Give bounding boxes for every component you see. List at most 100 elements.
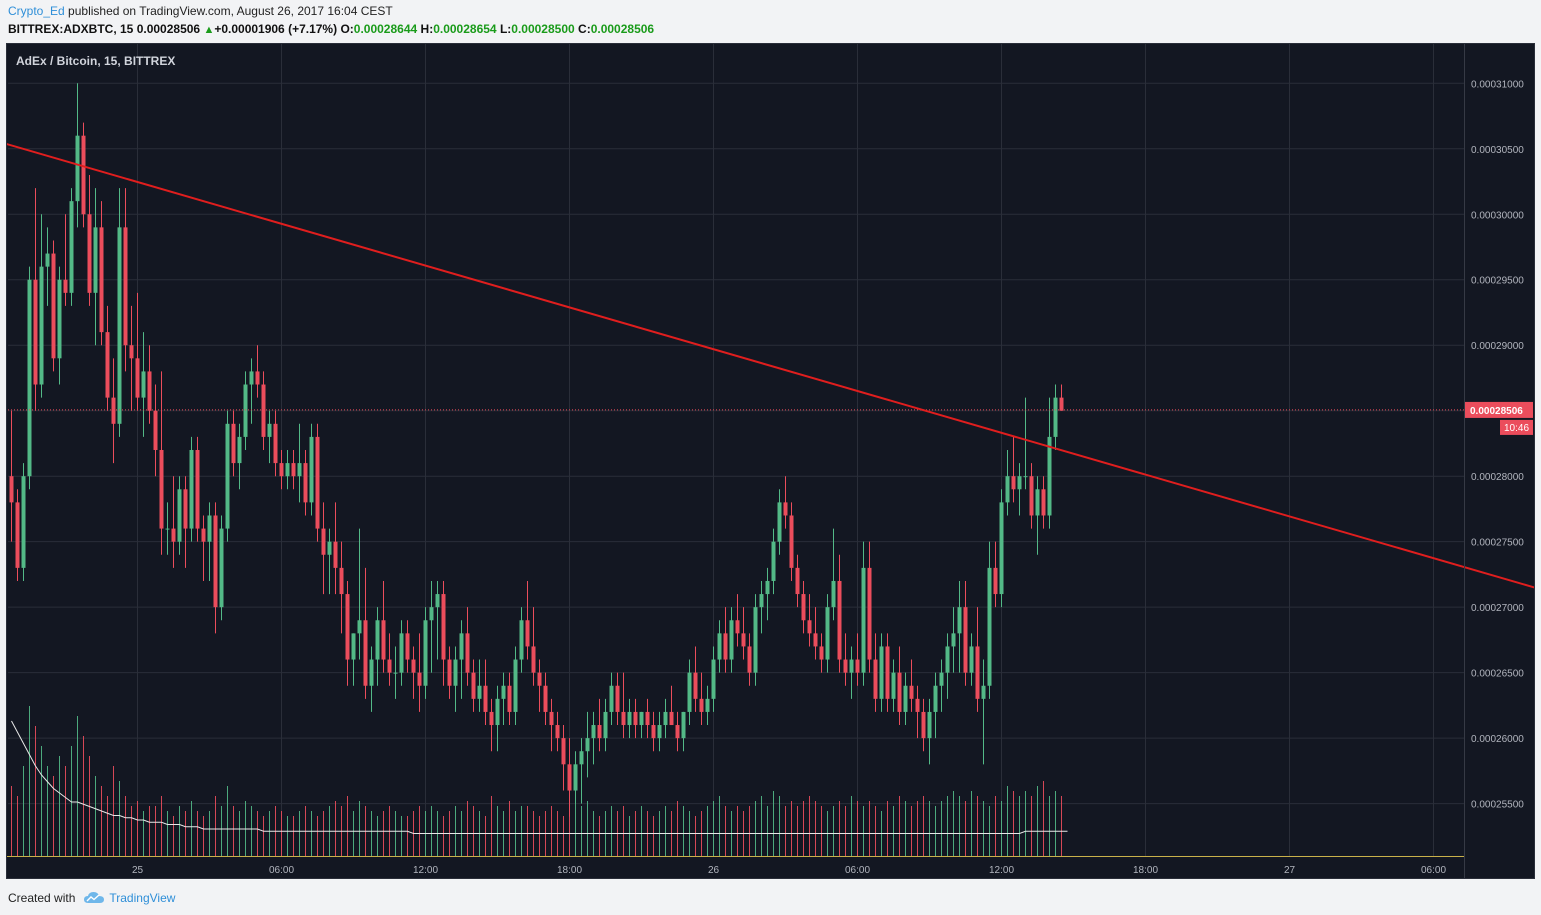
candle [699, 672, 704, 726]
candle-body [147, 371, 152, 411]
candle-body [735, 620, 740, 634]
candle [21, 463, 26, 581]
candle [561, 725, 566, 791]
candle-body [1011, 476, 1016, 490]
volume-bar [797, 806, 798, 856]
volume-bar [137, 801, 138, 856]
volume-bar [857, 801, 858, 856]
candle [27, 266, 32, 490]
volume-bar [149, 806, 150, 856]
y-tick-label: 0.00031000 [1471, 79, 1524, 90]
y-tick-label: 0.00028000 [1471, 472, 1524, 483]
candle [147, 345, 152, 424]
candle [369, 646, 374, 712]
candle [669, 685, 674, 726]
candle [315, 423, 320, 542]
volume-bar [989, 806, 990, 856]
candle [939, 659, 944, 712]
up-triangle-icon: ▲ [203, 24, 215, 36]
volume-bar [629, 816, 630, 856]
candle [897, 646, 902, 726]
volume-bars [11, 706, 1068, 856]
volume-bar [161, 796, 162, 856]
author-link[interactable]: Crypto_Ed [8, 4, 65, 18]
volume-bar [257, 811, 258, 856]
candle-body [543, 685, 548, 712]
chart-pane[interactable]: 0.00031000 0.00030500 0.00030000 0.00029500… [6, 43, 1535, 879]
volume-bar [347, 796, 348, 856]
volume-bar [1049, 796, 1050, 856]
candle-body [381, 620, 386, 660]
last-price-tag [1465, 401, 1533, 418]
candle [1023, 397, 1028, 490]
volume-bar [875, 806, 876, 856]
candle [45, 227, 50, 306]
open-value: 0.00028644 [353, 22, 418, 36]
y-tick-label: 0.00029500 [1471, 276, 1524, 287]
candle [675, 711, 680, 752]
candle [495, 685, 500, 752]
candle-body [663, 711, 668, 726]
candle [783, 476, 788, 529]
candle-body [795, 567, 800, 595]
volume-bar [227, 786, 228, 856]
candles[interactable] [9, 83, 1064, 817]
candle-body [699, 698, 704, 712]
volume-bar [935, 806, 936, 856]
candle [447, 646, 452, 699]
volume-bar [917, 801, 918, 856]
candle-body [885, 646, 890, 699]
candle [729, 607, 734, 673]
tradingview-cloud-icon[interactable] [83, 891, 105, 905]
candle-body [591, 725, 596, 739]
candle [93, 188, 98, 346]
candle-body [417, 672, 422, 686]
candle-body [165, 528, 170, 530]
candle-body [1047, 436, 1052, 516]
y-tick-label: 0.00030000 [1471, 210, 1524, 221]
candle-body [141, 371, 146, 398]
candle-body [483, 685, 488, 712]
ohlc-legend: BITTREX:ADXBTC, 15 0.00028506 ▲+0.000019… [8, 22, 654, 38]
volume-bar [509, 801, 510, 856]
candle [1041, 476, 1046, 529]
volume-bar [197, 811, 198, 856]
candle [33, 188, 38, 411]
volume-bar [293, 816, 294, 856]
candle [759, 580, 764, 634]
volume-bar [653, 816, 654, 856]
tradingview-link[interactable]: TradingView [109, 891, 176, 905]
candle-body [153, 410, 158, 450]
candle-body [717, 633, 722, 660]
price-axis[interactable]: 0.00031000 0.00030500 0.00030000 0.00029500… [7, 44, 1533, 878]
volume-bar [287, 816, 288, 856]
volume-bar [1043, 781, 1044, 856]
volume-bar [431, 806, 432, 856]
candle-body [369, 659, 374, 686]
time-axis[interactable]: 25 06:00 12:00 18:00 26 06:00 12:00 18:00 27 06:0… [132, 865, 1447, 876]
candle [273, 410, 278, 477]
price-chart[interactable]: 0.00031000 0.00030500 0.00030000 0.00029500… [7, 44, 1534, 878]
candle [117, 188, 122, 437]
candle [459, 620, 464, 699]
volume-bar [1061, 796, 1062, 856]
candle [1011, 436, 1016, 503]
candle-body [177, 489, 182, 542]
candle-body [825, 607, 830, 660]
candle [429, 580, 434, 673]
candle [15, 489, 20, 581]
volume-bar [203, 816, 204, 856]
candle [579, 738, 584, 804]
volume-bar [779, 796, 780, 856]
candle-body [741, 633, 746, 647]
volume-bar [809, 796, 810, 856]
candle [57, 266, 62, 385]
candle-body [435, 594, 440, 608]
volume-bar [665, 806, 666, 856]
candle-body [831, 580, 836, 608]
volume-bar [713, 801, 714, 856]
candle-body [981, 685, 986, 699]
volume-bar [677, 801, 678, 856]
volume-bar [1037, 786, 1038, 856]
candle [543, 672, 548, 726]
